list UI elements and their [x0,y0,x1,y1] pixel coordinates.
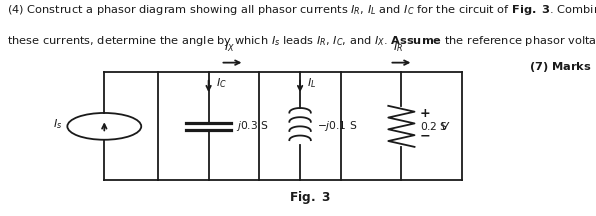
Text: $I_s$: $I_s$ [53,117,63,131]
Text: (4) Construct a phasor diagram showing all phasor currents $I_R$, $I_L$ and $I_C: (4) Construct a phasor diagram showing a… [7,3,596,17]
Text: $\mathbf{(7)\ Marks}$: $\mathbf{(7)\ Marks}$ [529,60,591,75]
Text: −: − [420,130,430,143]
Text: $I_C$: $I_C$ [216,76,226,90]
Text: $-j0.1\ \mathrm{S}$: $-j0.1\ \mathrm{S}$ [317,119,357,133]
Text: these currents, determine the angle by which $I_s$ leads $I_R$, $I_C$, and $I_X$: these currents, determine the angle by w… [7,33,596,48]
Text: +: + [420,107,430,120]
Text: $j0.3\ \mathrm{S}$: $j0.3\ \mathrm{S}$ [236,119,269,133]
Text: $I_R$: $I_R$ [393,40,403,54]
Text: $\mathbf{Fig.\ 3}$: $\mathbf{Fig.\ 3}$ [289,189,331,206]
Text: $0.2\ \mathrm{S}$: $0.2\ \mathrm{S}$ [421,120,448,132]
Text: $I_L$: $I_L$ [308,76,316,90]
Text: $V$: $V$ [440,120,450,132]
Text: $I_X$: $I_X$ [224,40,235,54]
